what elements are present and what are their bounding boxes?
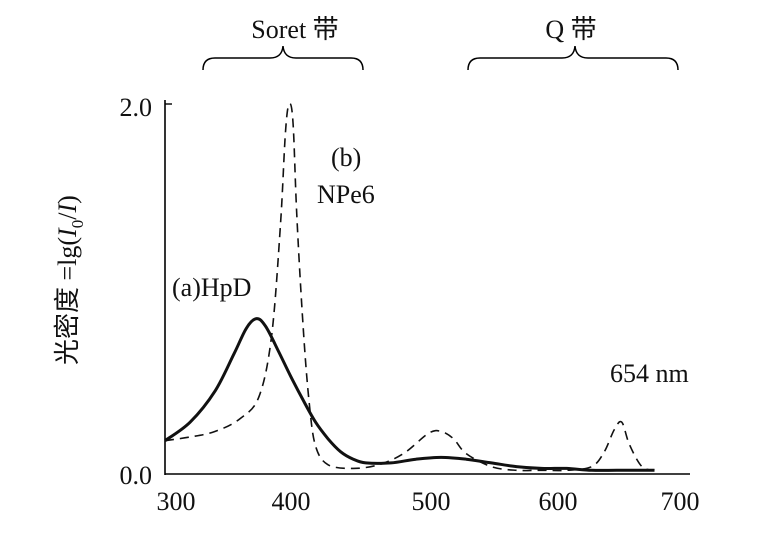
x-tick-label-400: 400 <box>272 487 311 516</box>
y-tick-label-top: 2.0 <box>120 93 153 122</box>
soret-band-label: Soret 带 <box>251 15 338 44</box>
hpd-curve-label: (a)HpD <box>172 273 251 302</box>
soret-band-brace <box>202 45 364 71</box>
series-line-npe6 <box>164 102 655 472</box>
y-tick-label-bottom: 0.0 <box>120 461 153 490</box>
y-axis-label: 光密度 =lg(I0/I) <box>53 195 87 365</box>
series-line-hpd <box>164 317 655 472</box>
q-band-label: Q 带 <box>545 15 596 44</box>
q-band-brace <box>467 45 679 71</box>
x-tick-label-500: 500 <box>412 487 451 516</box>
peak-wavelength-label: 654 nm <box>610 359 689 388</box>
npe6-curve-label-line2: NPe6 <box>317 180 375 209</box>
x-tick-label-300: 300 <box>157 487 196 516</box>
npe6-curve-label-line1: (b) <box>331 143 361 172</box>
x-tick-label-600: 600 <box>539 487 578 516</box>
x-tick-label-700: 700 <box>661 487 700 516</box>
